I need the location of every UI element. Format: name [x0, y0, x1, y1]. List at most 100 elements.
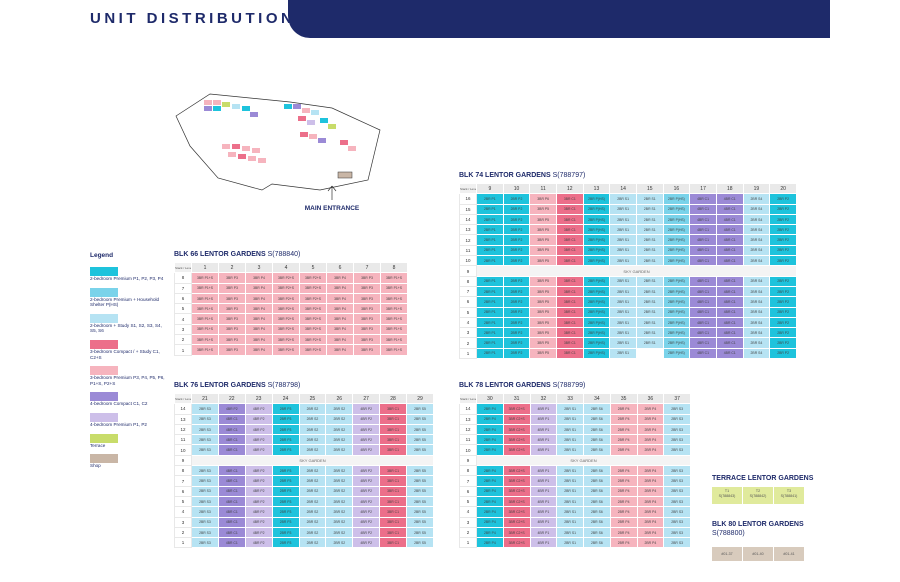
unit-cell: 2BR S2: [298, 537, 327, 549]
unit-cell: 3BR C1: [555, 347, 584, 360]
level-label: 11: [459, 244, 477, 257]
unit-cell: 3BR P3: [218, 313, 246, 325]
unit-cell: 3BR C1: [379, 413, 407, 425]
unit-cell: 2BR P(HS): [662, 203, 691, 215]
level-label: 10: [459, 444, 477, 456]
unit-cell: 2BR P4: [636, 434, 665, 446]
unit-cell: 2BR S2: [325, 413, 354, 425]
unit-cell: 2BR P4: [609, 434, 638, 446]
unit-cell: 2BR S6: [583, 475, 611, 487]
level-label: 1: [174, 344, 192, 356]
legend-item: 4-bedroom Compact C1, C2: [90, 392, 170, 407]
unit-cell: 2BR S4: [742, 213, 771, 226]
unit-cell: 2BR P4: [476, 506, 504, 518]
level-label: 15: [459, 203, 477, 215]
unit-cell: 4BR C1: [217, 465, 246, 477]
unit-cell: 2BR S1: [635, 224, 664, 236]
level-label: 6: [459, 485, 477, 497]
unit-cell: 3BR P1+S: [380, 282, 408, 294]
unit-cell: 2BR P2: [502, 244, 531, 257]
block-78-title: BLK 78 LENTOR GARDENS S(788799): [459, 382, 585, 389]
unit-cell: 3BR C1: [379, 403, 407, 415]
legend-label: 4-bedroom Compact C1, C2: [90, 401, 148, 407]
unit-cell: 2BR S3: [191, 516, 219, 528]
stack-header: 9: [476, 182, 504, 195]
unit-cell: 2BR P2: [769, 234, 797, 246]
unit-cell: 2BR P2: [502, 296, 531, 308]
stack-header: 35: [609, 392, 638, 405]
stack-header: 6: [326, 261, 354, 274]
unit-cell: 4BR C1: [689, 193, 717, 205]
level-label: 7: [174, 475, 192, 487]
stack-header: 29: [406, 392, 434, 405]
unit-cell: 2BR S1: [609, 234, 637, 246]
unit-cell: 2BR S4: [742, 285, 771, 298]
unit-cell: 3BR P1+S: [380, 292, 408, 305]
legend-swatch: [90, 454, 118, 464]
unit-cell: 3BR C1: [379, 434, 407, 446]
unit-cell: 2BR S2: [298, 495, 327, 508]
block-74-title: BLK 74 LENTOR GARDENS S(788797): [459, 172, 585, 179]
unit-cell: 2BR P4: [636, 516, 665, 528]
unit-cell: 2BR P(HS): [582, 327, 611, 339]
unit-cell: 4BR C1: [689, 327, 717, 339]
stack-header: 26: [325, 392, 354, 405]
unit-cell: 2BR P4: [609, 403, 638, 415]
unit-cell: 3BR C2+S: [502, 475, 531, 487]
unit-cell: 3BR C1: [379, 423, 407, 436]
level-label: 7: [459, 475, 477, 487]
unit-cell: 2BR S5: [406, 537, 434, 549]
unit-cell: 2BR S3: [191, 475, 219, 487]
unit-cell: 3BR P4: [245, 292, 273, 305]
unit-cell: 3BR P5: [529, 234, 557, 246]
stack-header: 30: [476, 392, 504, 405]
unit-cell: 3BR P3: [353, 292, 381, 305]
unit-cell: 2BR S1: [609, 203, 637, 215]
unit-cell: 4BR P2: [244, 434, 273, 446]
unit-cell: 2BR S6: [583, 537, 611, 549]
unit-cell: 2BR S4: [742, 316, 771, 329]
unit-cell: 2BR P(HS): [662, 224, 691, 236]
stack-header: 36: [636, 392, 665, 405]
level-label: 5: [174, 303, 192, 315]
terrace-postal: S(788843): [718, 494, 736, 498]
unit-cell: 3BR P5: [529, 316, 557, 329]
unit-cell: 2BR S1: [556, 516, 584, 528]
legend-label: 2-bedroom Premium + Household Shelter P(…: [90, 296, 160, 308]
block-74-grid: Stack / Level 9 10 11 12 13 14 15 16 17 18 19 20 16 2B…: [459, 182, 797, 360]
legend-swatch: [90, 339, 118, 349]
unit-cell: 3BR C1: [555, 203, 584, 215]
unit-cell: 2BR S3: [663, 495, 691, 508]
unit-cell: 2BR P4: [476, 485, 504, 497]
unit-cell: 3BR P3: [218, 334, 246, 346]
unit-cell: 2BR S5: [406, 413, 434, 425]
block-76-grid: Stack / Level 21 22 23 24 25 26 27 28 29 14 2BR S3 4…: [174, 392, 434, 549]
unit-cell: 4BR C1: [217, 423, 246, 436]
unit-cell: 3BR P3: [218, 292, 246, 305]
unit-cell: 3BR P2+S: [272, 282, 300, 294]
unit-cell: 3BR C1: [379, 475, 407, 487]
level-label: 10: [459, 255, 477, 267]
unit-cell: 2BR S4: [742, 234, 771, 246]
unit-cell: 3BR P5: [529, 224, 557, 236]
unit-cell: 2BR P2: [502, 327, 531, 339]
unit-cell: 3BR C1: [379, 485, 407, 497]
unit-cell: 2BR P2: [769, 337, 797, 349]
unit-cell: 2BR P2: [769, 224, 797, 236]
unit-cell: 2BR S2: [298, 516, 327, 528]
unit-cell: 3BR C1: [379, 444, 407, 456]
unit-cell: 2BR S4: [742, 255, 771, 267]
unit-cell: 2BR S3: [191, 526, 219, 539]
unit-cell: 2BR P4: [609, 495, 638, 508]
stack-header: 19: [742, 182, 771, 195]
unit-cell: 3BR P1+S: [191, 282, 219, 294]
unit-cell: 2BR P2: [502, 337, 531, 349]
level-label: 1: [459, 537, 477, 549]
unit-cell: 4BR P2: [244, 516, 273, 528]
unit-cell: 2BR P4: [609, 423, 638, 436]
stack-header: 20: [769, 182, 797, 195]
level-label: 13: [459, 413, 477, 425]
unit-cell: 2BR P2: [769, 203, 797, 215]
unit-cell: 2BR S4: [742, 203, 771, 215]
unit-cell: 2BR S2: [325, 495, 354, 508]
